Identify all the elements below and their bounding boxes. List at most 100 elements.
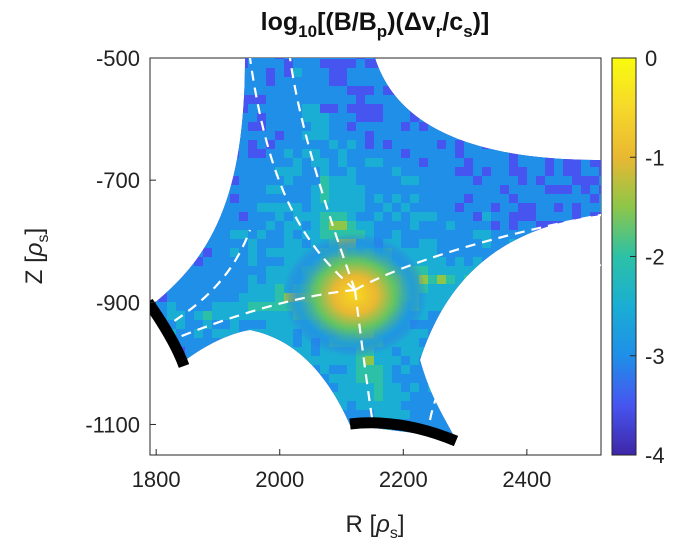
heatmap-cell bbox=[401, 392, 411, 402]
heatmap-cell bbox=[248, 185, 258, 195]
heatmap-cell bbox=[446, 221, 456, 231]
heatmap-cell bbox=[257, 302, 267, 312]
heatmap-cell bbox=[329, 59, 339, 69]
heatmap-cell bbox=[491, 167, 501, 177]
heatmap-cell bbox=[527, 221, 537, 231]
heatmap-cell bbox=[248, 140, 258, 150]
heatmap-cell bbox=[518, 194, 528, 204]
heatmap-cell bbox=[473, 221, 483, 231]
heatmap-cell bbox=[230, 275, 240, 285]
heatmap-cell bbox=[257, 68, 267, 78]
heatmap-cell bbox=[572, 212, 582, 222]
heatmap-cell bbox=[239, 149, 249, 159]
heatmap-cell bbox=[536, 212, 546, 222]
heatmap-cell bbox=[176, 293, 186, 303]
heatmap-cell bbox=[275, 230, 285, 240]
heatmap-cell bbox=[500, 239, 510, 249]
heatmap-cell bbox=[347, 455, 357, 465]
heatmap-cell bbox=[482, 158, 492, 168]
heatmap-cell bbox=[509, 158, 519, 168]
heatmap-cell bbox=[437, 212, 447, 222]
heatmap-cell bbox=[302, 194, 312, 204]
heatmap-cell bbox=[239, 212, 249, 222]
heatmap-cell bbox=[293, 59, 303, 69]
heatmap-cell bbox=[527, 455, 537, 465]
heatmap-cell bbox=[248, 311, 258, 321]
heatmap-cell bbox=[410, 392, 420, 402]
heatmap-cell bbox=[311, 58, 321, 60]
heatmap-cell bbox=[329, 58, 339, 60]
heatmap-cell bbox=[293, 158, 303, 168]
heatmap-cell bbox=[275, 122, 285, 132]
heatmap-cell bbox=[248, 122, 258, 132]
heatmap-cell bbox=[266, 194, 276, 204]
heatmap-cell bbox=[383, 140, 393, 150]
heatmap-cell bbox=[239, 122, 249, 132]
heatmap-cell bbox=[248, 58, 258, 60]
heatmap-cell bbox=[203, 455, 213, 465]
heatmap-cell bbox=[320, 230, 330, 240]
heatmap-cell bbox=[257, 212, 267, 222]
heatmap-cell bbox=[455, 266, 465, 276]
heatmap-cell bbox=[338, 401, 348, 411]
heatmap-cell bbox=[266, 257, 276, 267]
heatmap-cell bbox=[275, 113, 285, 123]
heatmap-cell bbox=[356, 77, 366, 87]
heatmap-cell bbox=[437, 239, 447, 249]
heatmap-cell bbox=[257, 194, 267, 204]
heatmap-cell bbox=[212, 257, 222, 267]
heatmap-cell bbox=[419, 167, 429, 177]
heatmap-cell bbox=[419, 320, 429, 330]
heatmap-cell bbox=[401, 149, 411, 159]
heatmap-cell bbox=[527, 212, 537, 222]
heatmap-cell bbox=[590, 455, 600, 465]
heatmap-cell bbox=[572, 167, 582, 177]
heatmap-cell bbox=[302, 95, 312, 105]
x-tick-label: 1800 bbox=[132, 467, 181, 492]
heatmap-cell bbox=[284, 176, 294, 186]
heatmap-cell bbox=[428, 455, 438, 465]
heatmap-cell bbox=[500, 194, 510, 204]
heatmap-cell bbox=[284, 329, 294, 339]
heatmap-cell bbox=[266, 293, 276, 303]
heatmap-cell bbox=[410, 185, 420, 195]
heatmap-cell bbox=[392, 392, 402, 402]
heatmap-cell bbox=[419, 194, 429, 204]
heatmap-cell bbox=[176, 338, 186, 348]
heatmap-cell bbox=[266, 58, 276, 60]
heatmap-cell bbox=[239, 185, 249, 195]
heatmap-cell bbox=[275, 212, 285, 222]
heatmap-cell bbox=[509, 203, 519, 213]
heatmap-cell bbox=[563, 212, 573, 222]
heatmap-cell bbox=[221, 293, 231, 303]
heatmap-cell bbox=[428, 401, 438, 411]
heatmap-cell bbox=[446, 176, 456, 186]
heatmap-cell bbox=[185, 293, 195, 303]
heatmap-cell bbox=[356, 455, 366, 465]
heatmap-cell bbox=[140, 176, 150, 186]
heatmap-cell bbox=[356, 167, 366, 177]
heatmap-cell bbox=[275, 176, 285, 186]
heatmap-cell bbox=[491, 203, 501, 213]
heatmap-cell bbox=[284, 122, 294, 132]
heatmap-cell bbox=[275, 77, 285, 87]
heatmap-cell bbox=[257, 257, 267, 267]
heatmap-cell bbox=[392, 374, 402, 384]
heatmap-cell bbox=[293, 347, 303, 357]
heatmap-cell bbox=[563, 176, 573, 186]
heatmap-cell bbox=[158, 455, 168, 465]
heatmap-cell bbox=[356, 383, 366, 393]
heatmap-cell bbox=[176, 275, 186, 285]
heatmap-cell bbox=[140, 374, 150, 384]
heatmap-cell bbox=[446, 167, 456, 177]
heatmap-cell bbox=[410, 455, 420, 465]
heatmap-cell bbox=[437, 158, 447, 168]
heatmap-cell bbox=[185, 302, 195, 312]
heatmap-cell bbox=[482, 149, 492, 159]
heatmap-cell bbox=[320, 95, 330, 105]
heatmap-cell bbox=[311, 77, 321, 87]
heatmap-cell bbox=[392, 185, 402, 195]
heatmap-cell bbox=[365, 194, 375, 204]
heatmap-cell bbox=[167, 293, 177, 303]
heatmap-cell bbox=[347, 95, 357, 105]
